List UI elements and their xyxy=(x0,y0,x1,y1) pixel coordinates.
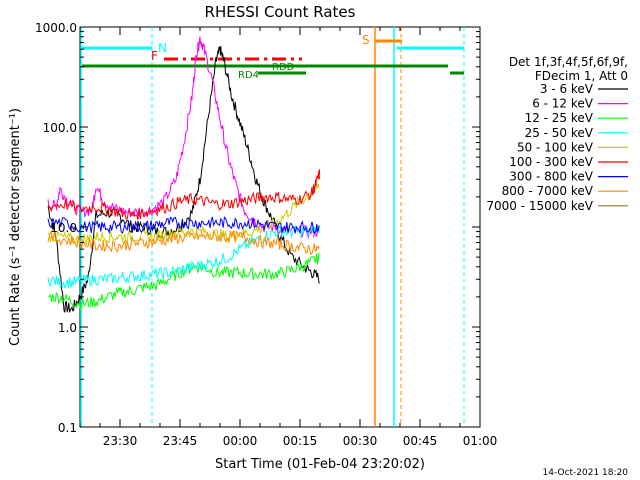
series-line-5 xyxy=(47,169,321,220)
legend-label-3: 25 - 50 keV xyxy=(525,126,594,140)
legend-header-1: Det 1f,3f,4f,5f,6f,9f, xyxy=(509,55,628,69)
x-tick-label: 23:30 xyxy=(103,434,138,448)
x-tick-label: 00:15 xyxy=(283,434,318,448)
y-tick-label: 0.1 xyxy=(58,421,77,435)
flag-labels: N F RDD RD4 S xyxy=(151,33,370,81)
legend-label-7: 800 - 7000 keV xyxy=(502,184,594,198)
flag-bars xyxy=(82,39,464,75)
flag-label-n: N xyxy=(158,41,167,55)
y-axis-label: Count Rate (s⁻¹ detector segment⁻¹) xyxy=(8,108,23,346)
x-axis: 23:30 23:45 00:00 00:15 00:30 00:45 01:00 xyxy=(79,27,498,448)
x-tick-label: 00:00 xyxy=(223,434,258,448)
legend-label-1: 6 - 12 keV xyxy=(532,97,594,111)
legend-label-2: 12 - 25 keV xyxy=(525,111,594,125)
series-layer xyxy=(47,36,321,313)
y-tick-label: 10.0 xyxy=(50,221,77,235)
x-axis-label: Start Time (01-Feb-04 23:20:02) xyxy=(215,457,425,472)
legend-label-0: 3 - 6 keV xyxy=(540,82,594,96)
footer-timestamp: 14-Oct-2021 18:20 xyxy=(543,468,629,478)
y-tick-label: 100.0 xyxy=(43,121,77,135)
flag-label-f: F xyxy=(151,49,158,63)
legend-label-4: 50 - 100 keV xyxy=(517,140,594,154)
legend-label-8: 7000 - 15000 keV xyxy=(486,199,593,213)
chart-title: RHESSI Count Rates xyxy=(205,3,356,21)
x-tick-label: 23:45 xyxy=(163,434,198,448)
series-line-4 xyxy=(47,183,320,247)
flag-label-rd4: RD4 xyxy=(238,70,259,81)
series-line-3 xyxy=(47,224,320,289)
x-tick-label: 00:30 xyxy=(343,434,378,448)
series-line-6 xyxy=(47,216,320,235)
time-markers xyxy=(80,27,465,427)
legend-label-6: 300 - 800 keV xyxy=(509,170,593,184)
series-line-2 xyxy=(47,252,320,311)
y-axis: 0.1 1.0 10.0 100.0 1000.0 xyxy=(35,21,480,435)
flag-label-s: S xyxy=(362,33,370,47)
flag-label-rdd: RDD xyxy=(272,62,295,73)
x-tick-label: 00:45 xyxy=(403,434,438,448)
series-line-7 xyxy=(47,229,320,256)
legend-header-2: FDecim 1, Att 0 xyxy=(535,69,628,83)
y-tick-label: 1.0 xyxy=(58,321,77,335)
x-tick-label: 01:00 xyxy=(463,434,498,448)
legend-label-5: 100 - 300 keV xyxy=(509,155,593,169)
y-tick-label: 1000.0 xyxy=(35,21,77,35)
legend: Det 1f,3f,4f,5f,6f,9f, FDecim 1, Att 0 3… xyxy=(486,55,628,213)
